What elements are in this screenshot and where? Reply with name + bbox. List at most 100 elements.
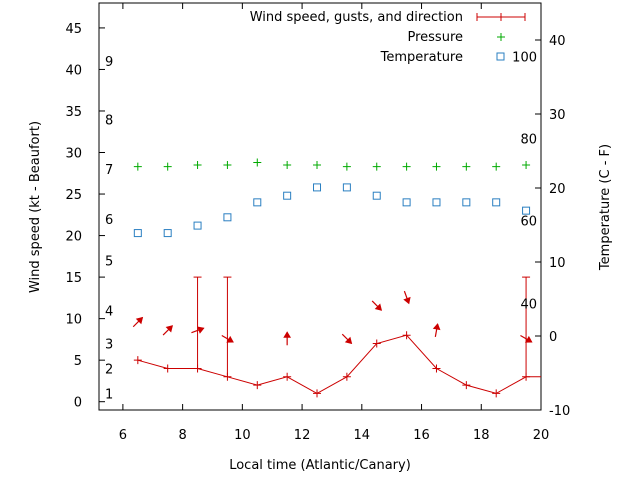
beaufort-label: 1 [105,387,113,402]
x-tick-label: 8 [178,428,186,443]
temperature-point [133,229,142,238]
temperature-point [462,198,471,207]
y-left-tick-label: 40 [65,63,82,78]
temperature-point [223,213,232,222]
wind-direction-arrowhead [524,335,533,343]
x-tick-label: 14 [354,428,371,443]
temperature-point [163,229,172,238]
beaufort-label: 5 [105,254,113,269]
temperature-point [402,198,411,207]
y-right-tick-label: 30 [549,108,566,123]
temperature-point [253,198,262,207]
fahrenheit-label: 60 [520,215,537,230]
legend-swatch-wind [476,13,526,21]
pressure-point [432,162,441,171]
wind-speed-point [253,381,262,390]
temperature-point [342,183,351,192]
x-axis-label: Local time (Atlantic/Canary) [229,458,411,473]
pressure-point [342,162,351,171]
y-left-tick-label: 0 [74,396,82,411]
x-tick-label: 18 [473,428,490,443]
fahrenheit-label: 40 [520,297,537,312]
x-tick-label: 12 [294,428,311,443]
wind-direction-arrowhead [374,303,383,311]
wind-speed-point [133,356,142,365]
y-axis-right-label: Temperature (C - F) [598,144,613,271]
wind-speed-point [372,339,381,348]
pressure-point [402,162,411,171]
temperature-point [283,191,292,200]
y-left-tick-label: 30 [65,147,82,162]
x-tick-label: 10 [234,428,251,443]
wind-speed-point [283,372,292,381]
temperature-point [492,198,501,207]
pressure-point [372,162,381,171]
beaufort-label: 9 [105,55,113,70]
y-left-tick-label: 5 [74,354,82,369]
beaufort-label: 4 [105,304,113,319]
chart-marks [132,158,541,398]
x-tick-label: 20 [533,428,550,443]
wind-speed-point [492,389,501,398]
fahrenheit-label: 80 [520,132,537,147]
wind-speed-point [432,364,441,373]
wind-speed-point [402,331,411,340]
y-right-tick-label: 10 [549,256,566,271]
pressure-point [313,160,322,169]
y-right-tick-label: 0 [549,330,557,345]
legend-swatch-pressure [497,33,505,41]
y-right-tick-label: 40 [549,34,566,49]
temperature-point [522,206,531,215]
fahrenheit-label: 100 [512,50,537,65]
pressure-point [163,162,172,171]
pressure-point [492,162,501,171]
legend-label-wind: Wind speed, gusts, and direction [250,10,463,25]
axis-ticks [99,3,542,411]
y-right-tick-label: -10 [549,404,570,419]
y-left-tick-label: 15 [65,271,82,286]
beaufort-label: 8 [105,113,113,128]
wind-direction-arrowhead [344,336,353,345]
wind-speed-point [313,389,322,398]
wind-speed-line [137,334,541,394]
beaufort-label: 7 [105,163,113,178]
tick-labels: 6 8 10 12 14 16 18 20051015202530354045-1001020… [65,22,570,443]
wind-speed-point [462,381,471,390]
pressure-point [133,162,142,171]
y-left-tick-label: 45 [65,22,82,37]
y-left-tick-label: 25 [65,188,82,203]
pressure-point [193,160,202,169]
y-left-tick-label: 10 [65,313,82,328]
wind-direction-arrowhead [226,335,234,343]
legend-label-temperature: Temperature [380,50,463,65]
pressure-point [283,160,292,169]
x-tick-label: 16 [413,428,430,443]
wind-direction-arrowhead [165,325,173,333]
legend: Wind speed, gusts, and direction Pressur… [250,10,526,65]
beaufort-label: 2 [105,362,113,377]
pressure-point [253,158,262,167]
wind-direction-arrowhead [135,316,144,325]
y-axis-left-label: Wind speed (kt - Beaufort) [28,121,43,293]
pressure-point [223,160,232,169]
wind-direction-arrowhead [197,326,205,334]
pressure-point [522,160,531,169]
legend-swatch-temperature [496,52,505,61]
y-left-tick-label: 35 [65,105,82,120]
wind-direction-arrowhead [432,323,441,331]
plot-frame [98,2,542,411]
y-right-tick-label: 20 [549,182,566,197]
beaufort-label: 6 [105,213,113,228]
temperature-point [372,191,381,200]
x-tick-label: 6 [119,428,127,443]
beaufort-label: 3 [105,338,113,353]
legend-label-pressure: Pressure [407,30,463,45]
wind-direction-arrowhead [403,296,411,305]
wind-speed-point [163,364,172,373]
wind-direction-arrowhead [283,331,292,338]
pressure-point [462,162,471,171]
temperature-point [193,221,202,230]
wind-speed-point [342,372,351,381]
temperature-point [432,198,441,207]
